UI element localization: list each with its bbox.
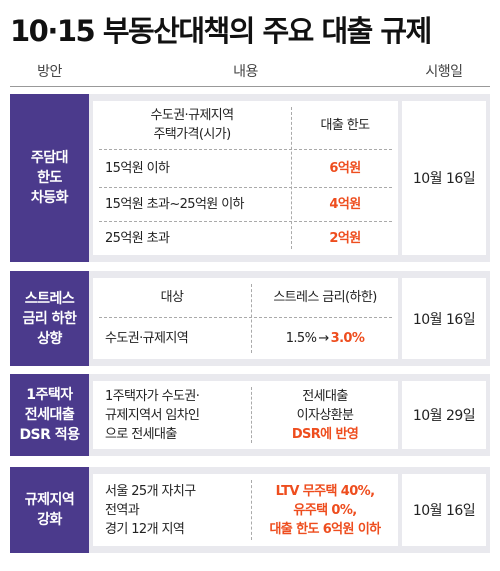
- limit-tier-3: 2억원: [329, 230, 361, 246]
- arrow-right-icon: →: [318, 330, 329, 346]
- dsr-rule-highlight: DSR에 반영: [291, 426, 359, 442]
- stress-rate-change: 1.5% → 3.0%: [252, 319, 398, 357]
- price-tier-1: 15억원 이하: [105, 160, 170, 176]
- limit-tier-2: 4억원: [329, 196, 361, 212]
- col-header-limit: 대출 한도: [320, 117, 371, 133]
- dsr-rule-text: 전세대출 이자상환분: [296, 388, 354, 423]
- row-date: 10월 29일: [402, 381, 486, 449]
- page-title: 10·15 부동산대책의 주요 대출 규제: [10, 14, 432, 48]
- rate-from: 1.5%: [285, 330, 317, 346]
- row-content: 1주택자가 수도권· 규제지역서 임차인 으로 전세대출 전세대출 이자상환분 …: [93, 381, 398, 449]
- row-stress-rate: 스트레스 금리 하한 상향 대상 스트레스 금리(하한) 수도권·규제지역 1.…: [10, 271, 490, 366]
- regulated-rule: LTV 무주택 40%, 유주택 0%, 대출 한도 6억원 이하: [269, 483, 381, 537]
- header-date: 시행일: [425, 64, 463, 80]
- dsr-rule: 전세대출 이자상환분 DSR에 반영: [252, 383, 398, 447]
- price-tier-3: 25억원 초과: [105, 230, 170, 246]
- regulated-areas: 서울 25개 자치구 전역과 경기 12개 지역: [105, 483, 196, 537]
- col-header-stress-rate: 스트레스 금리(하한): [273, 289, 377, 305]
- row-date: 10월 16일: [402, 278, 486, 359]
- price-tier-2: 15억원 초과~25억원 이하: [105, 196, 245, 212]
- row-content: 수도권·규제지역 주택가격(시가) 대출 한도 15억원 이하 6억원 15억원…: [93, 101, 398, 255]
- row-label: 규제지역 강화: [10, 467, 89, 553]
- row-content: 대상 스트레스 금리(하한) 수도권·규제지역 1.5% → 3.0%: [93, 278, 398, 359]
- dsr-target: 1주택자가 수도권· 규제지역서 임차인 으로 전세대출: [105, 388, 200, 442]
- header-content: 내용: [233, 64, 258, 80]
- stress-target: 수도권·규제지역: [105, 330, 189, 346]
- header-plan: 방안: [37, 64, 62, 80]
- limit-tier-1: 6억원: [329, 160, 361, 176]
- col-header-price: 수도권·규제지역 주택가격(시가): [150, 108, 234, 142]
- rate-to: 3.0%: [330, 330, 365, 346]
- row-regulated-area: 규제지역 강화 서울 25개 자치구 전역과 경기 12개 지역 LTV 무주택…: [10, 467, 490, 553]
- header-divider: [10, 86, 490, 87]
- row-dsr: 1주택자 전세대출 DSR 적용 1주택자가 수도권· 규제지역서 임차인 으로…: [10, 374, 490, 456]
- row-mortgage-limit: 주담대 한도 차등화 수도권·규제지역 주택가격(시가) 대출 한도 15억원 …: [10, 94, 490, 262]
- row-date: 10월 16일: [402, 474, 486, 546]
- col-header-target: 대상: [160, 289, 184, 305]
- row-label: 스트레스 금리 하한 상향: [10, 271, 89, 366]
- row-date: 10월 16일: [402, 101, 486, 255]
- row-label: 1주택자 전세대출 DSR 적용: [10, 374, 89, 456]
- row-label: 주담대 한도 차등화: [10, 94, 89, 262]
- row-content: 서울 25개 자치구 전역과 경기 12개 지역 LTV 무주택 40%, 유주…: [93, 474, 398, 546]
